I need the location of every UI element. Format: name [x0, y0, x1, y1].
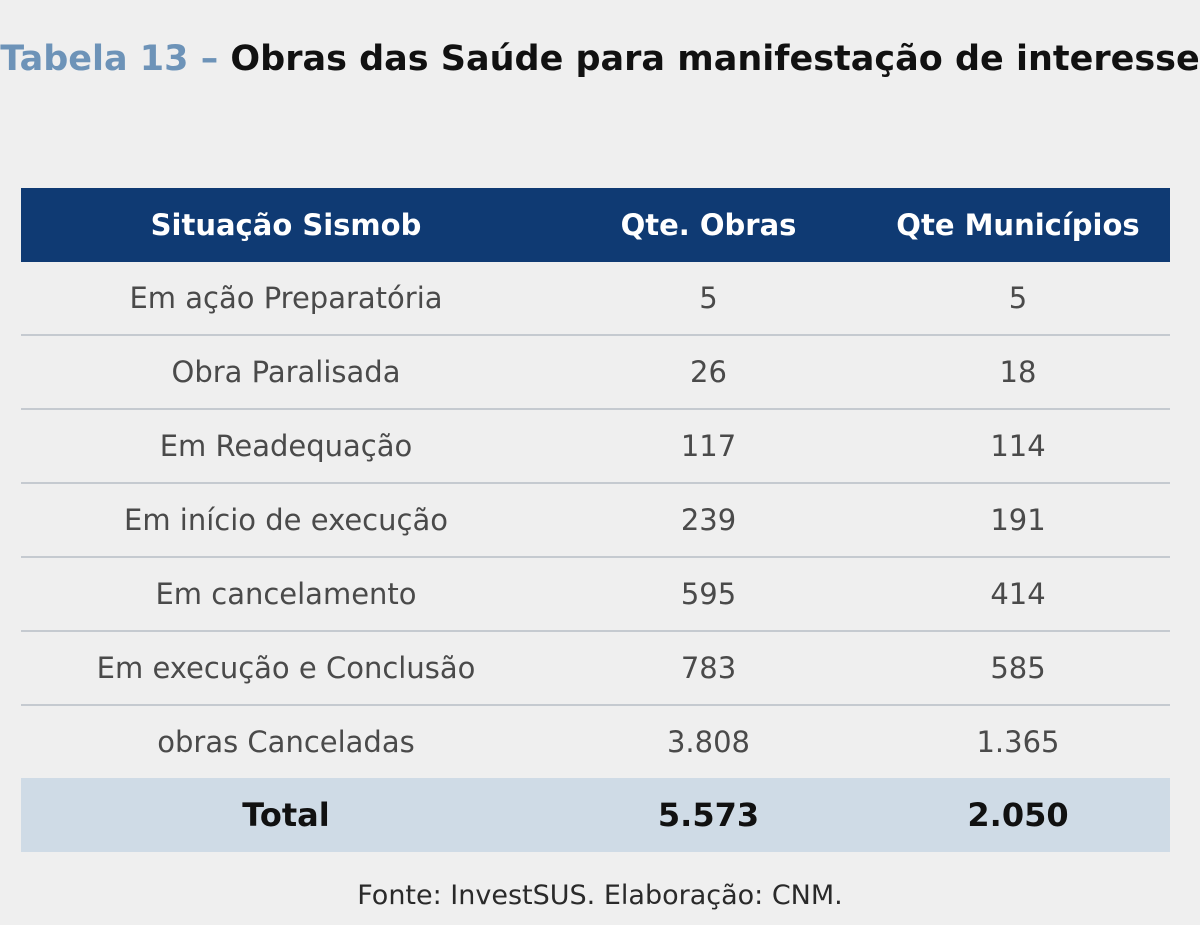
data-table: Situação Sismob Qte. Obras Qte Município… — [21, 188, 1170, 852]
table-row: Em execução e Conclusão 783 585 — [21, 631, 1170, 706]
table-row: Em ação Preparatória 5 5 — [21, 262, 1170, 336]
cell-qte-obras: 783 — [551, 631, 866, 706]
table-row: Em Readequação 117 114 — [21, 409, 1170, 484]
cell-qte-obras: 3.808 — [666, 725, 751, 759]
table-title-text: Obras das Saúde para manifestação de int… — [230, 39, 1200, 79]
cell-situacao: Em ação Preparatória — [21, 262, 551, 336]
cell-qte-obras: 5 — [551, 262, 866, 336]
table-row: Em início de execução 239 191 — [21, 483, 1170, 558]
data-table-container: Situação Sismob Qte. Obras Qte Município… — [21, 188, 1170, 852]
source-note: Fonte: InvestSUS. Elaboração: CNM. — [357, 880, 843, 911]
cell-qte-municipios: 18 — [866, 335, 1170, 410]
cell-qte-municipios: 585 — [866, 631, 1170, 706]
table-row: Em cancelamento 595 414 — [21, 557, 1170, 632]
cell-qte-municipios: 1.365 — [976, 725, 1060, 759]
cell-situacao: Em execução e Conclusão — [21, 631, 551, 706]
cell-qte-municipios: 414 — [866, 557, 1170, 632]
table-number-label: Tabela 13 – — [0, 39, 219, 79]
cell-qte-obras: 26 — [551, 335, 866, 410]
table-row: Obra Paralisada 26 18 — [21, 335, 1170, 410]
total-label: Total — [21, 778, 551, 852]
cell-situacao: Obra Paralisada — [21, 335, 551, 410]
cell-qte-obras: 595 — [551, 557, 866, 632]
cell-qte-municipios: 5 — [866, 262, 1170, 336]
cell-situacao: obras Canceladas — [157, 725, 415, 759]
cell-situacao: Em início de execução — [21, 483, 551, 558]
table-row: obras Canceladas 3.808 1.365 — [21, 705, 1170, 778]
header-situacao: Situação Sismob — [21, 188, 551, 262]
total-qte-municipios: 2.050 — [866, 778, 1170, 852]
header-qte-obras: Qte. Obras — [551, 188, 866, 262]
cell-qte-municipios: 191 — [866, 483, 1170, 558]
table-header-row: Situação Sismob Qte. Obras Qte Município… — [21, 188, 1170, 262]
header-qte-municipios: Qte Municípios — [866, 188, 1170, 262]
cell-situacao: Em cancelamento — [21, 557, 551, 632]
cell-situacao: Em Readequação — [21, 409, 551, 484]
table-total-row: Total 5.573 2.050 — [21, 778, 1170, 852]
total-qte-obras: 5.573 — [551, 778, 866, 852]
cell-qte-municipios: 114 — [866, 409, 1170, 484]
cell-qte-obras: 117 — [551, 409, 866, 484]
table-title: Tabela 13 – Obras das Saúde para manifes… — [0, 32, 1200, 86]
cell-qte-obras: 239 — [551, 483, 866, 558]
